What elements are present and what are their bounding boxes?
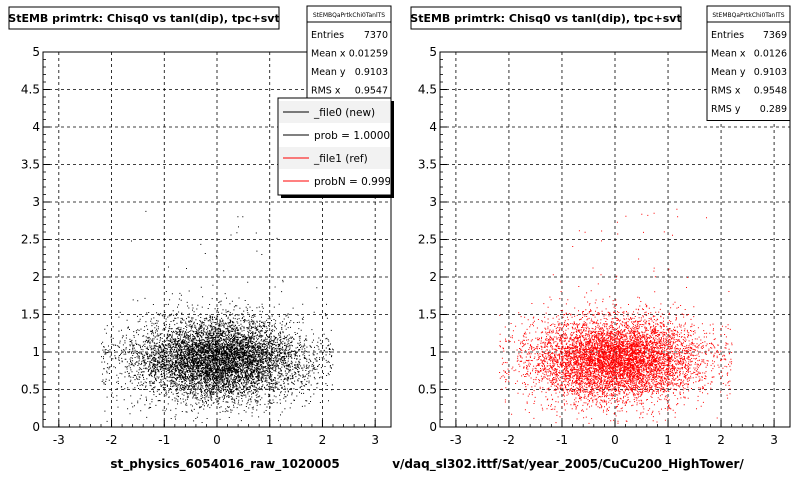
legend-label-0: _file0 (new) <box>313 107 375 119</box>
y-tick-label-9: 4.5 <box>418 83 437 97</box>
stats-value-1: 0.01259 <box>349 49 388 60</box>
stats-label-1: Mean x <box>711 49 746 60</box>
x-tick-label-0: -3 <box>450 433 462 447</box>
x-tick-label-2: -1 <box>158 433 170 447</box>
scatter-point-cloud <box>101 210 334 423</box>
x-tick-label-4: 1 <box>266 433 274 447</box>
y-tick-label-9: 4.5 <box>21 83 40 97</box>
x-tick-label-3: 0 <box>611 433 619 447</box>
y-tick-label-7: 3.5 <box>418 158 437 172</box>
legend-entries: _file0 (new) prob = 1.000000 _file1 (ref) p… <box>279 101 411 188</box>
chart-panel-2: -3 -2 -1 0 1 2 3 0 0.5 1 1.5 2 2.5 3 3.5 4 4.5 5 StEMB pri… <box>392 5 791 472</box>
stats-value-0: 7370 <box>364 30 388 41</box>
chart-title-box <box>410 6 682 30</box>
chart-title-text: StEMB primtrk: Chisq0 vs tanl(dip), tpc+… <box>8 12 279 25</box>
chart-title-box <box>8 6 280 30</box>
stats-box-name: StEMBQaPrtkChi0TanlTS <box>313 12 385 19</box>
stats-label-0: Entries <box>311 30 344 41</box>
scatter-points <box>101 210 334 423</box>
stats-value-2: 0.9103 <box>754 67 787 78</box>
x-tick-label-1: -2 <box>106 433 118 447</box>
y-tick-label-6: 3 <box>429 195 437 209</box>
stats-value-1: 0.0126 <box>754 49 787 60</box>
stats-value-4: 0.289 <box>760 104 787 115</box>
y-tick-label-3: 1.5 <box>418 308 437 322</box>
y-tick-label-10: 5 <box>429 45 437 59</box>
chart-title: StEMB primtrk: Chisq0 vs tanl(dip), tpc+… <box>410 6 682 30</box>
stats-label-4: RMS y <box>711 104 741 115</box>
stats-box-frame <box>706 5 791 121</box>
y-tick-label-2: 1 <box>429 345 437 359</box>
stats-value-3: 0.9548 <box>754 86 787 97</box>
y-tick-label-10: 5 <box>32 45 40 59</box>
x-tick-label-3: 0 <box>213 433 221 447</box>
stats-box: StEMBQaPrtkChi0TanlTS Entries 7369 Mean x 0.… <box>706 5 791 121</box>
y-tick-label-4: 2 <box>32 270 40 284</box>
y-tick-label-7: 3.5 <box>21 158 40 172</box>
y-tick-label-8: 4 <box>32 120 40 134</box>
stats-value-3: 0.9547 <box>355 86 388 97</box>
x-tick-label-5: 2 <box>319 433 327 447</box>
chart-panel-1: -3 -2 -1 0 1 2 3 0 0.5 1 1.5 2 2.5 3 3.5 4 4.5 5 StEMB pri… <box>8 5 411 472</box>
chart-title: StEMB primtrk: Chisq0 vs tanl(dip), tpc+… <box>8 6 280 30</box>
y-tick-label-2: 1 <box>32 345 40 359</box>
legend-label-3: probN = 0.999970 <box>314 176 411 188</box>
stats-box-name: StEMBQaPrtkChi0TanlTS <box>712 12 784 19</box>
y-tick-label-5: 2.5 <box>418 233 437 247</box>
legend-label-2: _file1 (ref) <box>313 153 368 165</box>
x-tick-label-0: -3 <box>53 433 65 447</box>
legend: _file0 (new) prob = 1.000000 _file1 (ref) p… <box>277 97 411 198</box>
stats-label-2: Mean y <box>711 67 746 78</box>
x-tick-label-1: -2 <box>503 433 515 447</box>
stats-value-2: 0.9103 <box>355 67 388 78</box>
legend-label-1: prob = 1.000000 <box>314 130 403 142</box>
y-tick-label-6: 3 <box>32 195 40 209</box>
y-tick-label-3: 1.5 <box>21 308 40 322</box>
axes: -3 -2 -1 0 1 2 3 0 0.5 1 1.5 2 2.5 3 3.5 4 4.5 5 <box>418 45 778 447</box>
y-tick-label-4: 2 <box>429 270 437 284</box>
x-tick-label-4: 1 <box>664 433 672 447</box>
y-tick-label-1: 0.5 <box>21 383 40 397</box>
y-tick-label-5: 2.5 <box>21 233 40 247</box>
stats-label-0: Entries <box>711 30 744 41</box>
x-tick-label-5: 2 <box>717 433 725 447</box>
x-tick-label-6: 3 <box>371 433 379 447</box>
legend-band <box>279 147 390 169</box>
stats-label-3: RMS x <box>311 86 341 97</box>
x-tick-label-2: -1 <box>556 433 568 447</box>
chart-title-text: StEMB primtrk: Chisq0 vs tanl(dip), tpc+… <box>410 12 681 25</box>
x-axis-label: st_physics_6054016_raw_1020005 <box>110 457 339 472</box>
legend-band <box>279 101 390 123</box>
y-tick-label-0: 0 <box>429 420 437 434</box>
x-axis-label: v/daq_sl302.ittf/Sat/year_2005/CuCu200_H… <box>392 457 744 472</box>
y-tick-label-1: 0.5 <box>418 383 437 397</box>
stats-label-2: Mean y <box>311 67 346 78</box>
stats-label-3: RMS x <box>711 86 741 97</box>
axes: -3 -2 -1 0 1 2 3 0 0.5 1 1.5 2 2.5 3 3.5 4 4.5 5 <box>21 45 379 447</box>
stats-value-0: 7369 <box>763 30 787 41</box>
y-tick-label-0: 0 <box>32 420 40 434</box>
x-tick-label-6: 3 <box>770 433 778 447</box>
stats-label-1: Mean x <box>311 49 346 60</box>
y-tick-label-8: 4 <box>429 120 437 134</box>
